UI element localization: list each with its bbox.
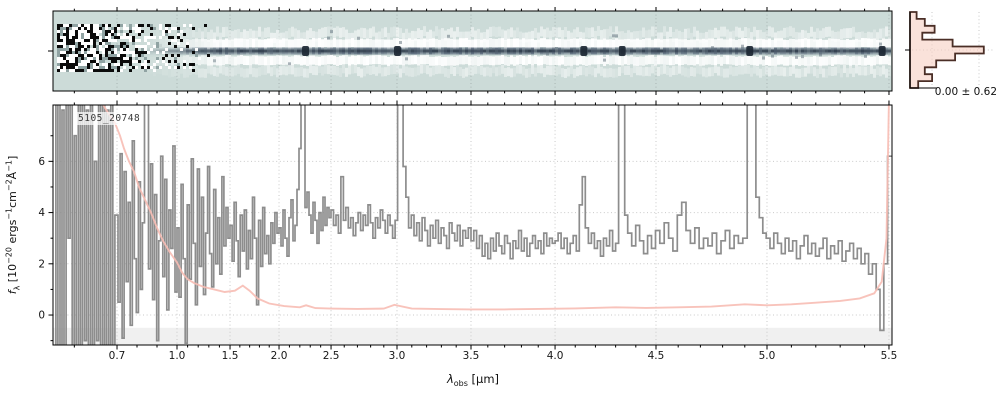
x-tick-label: 1.5 [222, 350, 239, 362]
source-id-label: 5105_20748 [75, 112, 144, 125]
x-tick-label: 5.5 [881, 350, 898, 362]
y-axis-subscript: λ [12, 285, 22, 291]
y-tick-label: 0 [38, 310, 45, 322]
x-tick-label: 1.0 [169, 350, 186, 362]
x-tick-label: 3.5 [463, 350, 480, 362]
y-tick-label: 4 [38, 207, 45, 219]
flux-series [55, 105, 892, 345]
y-tick-label: 2 [38, 258, 45, 270]
x-axis-subscript: obs [453, 379, 468, 389]
x-tick-label: 2.0 [271, 350, 288, 362]
x-tick-label: 0.7 [109, 350, 126, 362]
y-axis-label: fλ [10−20 ergs−1cm−2Å−1] [4, 155, 22, 295]
1d-spectrum-panel: 0.7 1.0 1.5 2.0 2.5 3.0 3.5 4.0 4.5 5.0 5.5 0 2 4 6 [38, 100, 898, 362]
x-axis-label: λobs [μm] [447, 372, 499, 388]
emission-line-knot [393, 46, 401, 56]
emission-line-knot [302, 46, 310, 56]
emission-line-knot [618, 46, 626, 56]
sky-pixel-histogram [909, 11, 985, 89]
noise-statistic-label: 0.00 ± 0.62 [934, 86, 997, 98]
y-axis-symbol: f [6, 290, 20, 295]
x-tick-label: 5.0 [759, 350, 776, 362]
x-tick-label: 4.5 [648, 350, 665, 362]
x-axis-symbol: λ [446, 371, 454, 386]
y-tick-label: 6 [38, 156, 45, 168]
emission-line-knot [746, 46, 754, 56]
uncertainty-series [102, 105, 890, 311]
emission-line-knot [878, 46, 886, 56]
x-axis-unit: [μm] [467, 371, 500, 386]
x-tick-label: 2.5 [323, 350, 340, 362]
2d-spectrum-panel [48, 7, 893, 95]
pixel-distribution-panel [905, 11, 994, 89]
x-tick-label: 4.0 [547, 350, 564, 362]
x-tick-label: 3.0 [389, 350, 406, 362]
emission-line-knot [580, 46, 588, 56]
